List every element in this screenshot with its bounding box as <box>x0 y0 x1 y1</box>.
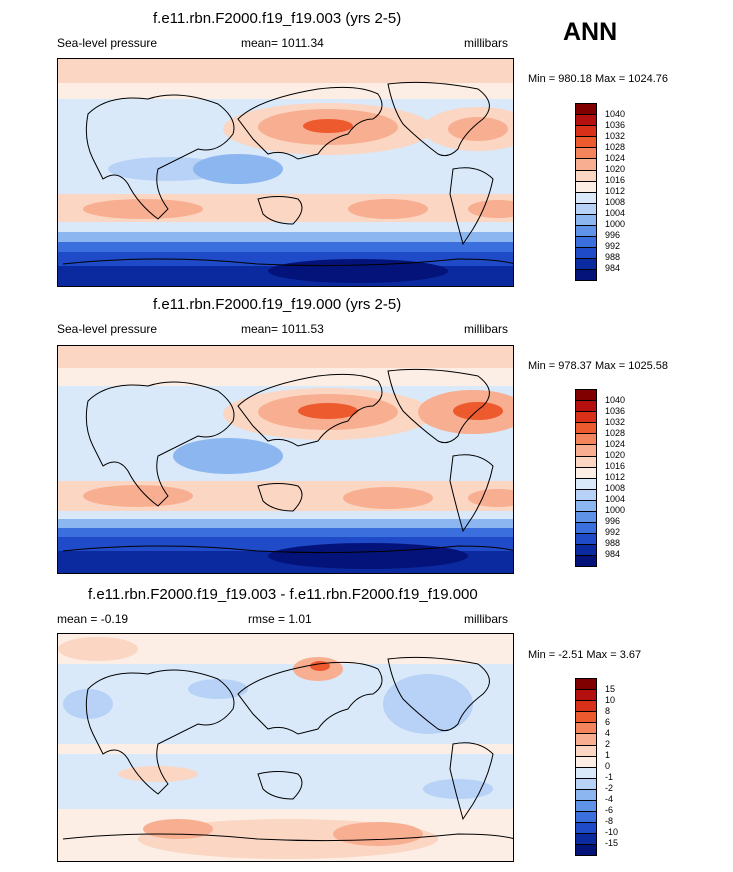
colorbar-label: -2 <box>605 783 614 793</box>
panel-2-colorbar: 1040 1036 1032 1028 1024 1020 1016 1012 … <box>575 389 625 567</box>
panel-3-map <box>57 633 514 862</box>
colorbar-label: 1036 <box>605 406 626 416</box>
colorbar-label: -8 <box>605 816 614 826</box>
colorbar-label: 984 <box>605 263 621 273</box>
panel-1-contour-map <box>58 59 513 286</box>
panel-1-minmax: Min = 980.18 Max = 1024.76 <box>528 73 669 85</box>
colorbar-label: 1000 <box>605 505 626 515</box>
colorbar-label: 1032 <box>605 417 626 427</box>
panel-1-title: f.e11.rbn.F2000.f19_f19.003 (yrs 2-5) <box>153 10 402 27</box>
colorbar-label: 6 <box>605 717 611 727</box>
panel-3-title: f.e11.rbn.F2000.f19_f19.003 - f.e11.rbn.… <box>88 586 478 603</box>
panel-3-minmax: Min = -2.51 Max = 3.67 <box>528 649 642 661</box>
colorbar-label: -10 <box>605 827 619 837</box>
colorbar-label: -15 <box>605 838 619 848</box>
colorbar-label: 8 <box>605 706 611 716</box>
colorbar-label: 1012 <box>605 472 626 482</box>
colorbar-label: 0 <box>605 761 611 771</box>
colorbar-label: 1008 <box>605 483 626 493</box>
panel-3-contour-map <box>58 634 513 861</box>
panel-1-mean-label: mean= 1011.34 <box>241 36 324 50</box>
colorbar-label: 15 <box>605 684 616 694</box>
colorbar-label: 1004 <box>605 208 626 218</box>
panel-2-units-label: millibars <box>464 322 509 336</box>
colorbar-label: 1000 <box>605 219 626 229</box>
colorbar-label: 988 <box>605 252 621 262</box>
panel-1-units-label: millibars <box>464 36 509 50</box>
panel-2-minmax: Min = 978.37 Max = 1025.58 <box>528 360 669 372</box>
season-label: ANN <box>563 18 618 46</box>
colorbar-label: 1036 <box>605 120 626 130</box>
colorbar-label: 984 <box>605 549 621 559</box>
panel-2-mean-label: mean= 1011.53 <box>241 322 324 336</box>
panel-3-rmse-label: rmse = 1.01 <box>248 612 312 626</box>
colorbar-label: 10 <box>605 695 616 705</box>
colorbar-label: 1040 <box>605 109 626 119</box>
panel-1-colorbar: 1040 1036 1032 1028 1024 1020 1016 1012 … <box>575 103 625 281</box>
colorbar-label: -1 <box>605 772 614 782</box>
colorbar-label: 1008 <box>605 197 626 207</box>
colorbar-label: 2 <box>605 739 611 749</box>
colorbar-label: 1024 <box>605 153 626 163</box>
colorbar-label: -6 <box>605 805 614 815</box>
panel-3-units-label: millibars <box>464 612 509 626</box>
panel-1-variable-label: Sea-level pressure <box>57 36 158 50</box>
colorbar-label: 992 <box>605 527 621 537</box>
colorbar-label: -4 <box>605 794 614 804</box>
colorbar-label: 988 <box>605 538 621 548</box>
colorbar-label: 1020 <box>605 450 626 460</box>
colorbar-label: 1040 <box>605 395 626 405</box>
colorbar-label: 1 <box>605 750 611 760</box>
panel-3-mean-label: mean = -0.19 <box>57 612 129 626</box>
panel-3-colorbar: 15 10 8 6 4 2 1 0 -1 -2 -4 -6 -8 -10 -15 <box>575 678 618 856</box>
panel-2-contour-map <box>58 346 513 573</box>
colorbar-label: 1012 <box>605 186 626 196</box>
colorbar-label: 1020 <box>605 164 626 174</box>
colorbar-label: 1016 <box>605 175 626 185</box>
colorbar-label: 1028 <box>605 142 626 152</box>
colorbar-label: 996 <box>605 516 621 526</box>
panel-2-title: f.e11.rbn.F2000.f19_f19.000 (yrs 2-5) <box>153 296 402 313</box>
panel-2-map <box>57 345 514 574</box>
colorbar-label: 1028 <box>605 428 626 438</box>
colorbar-label: 1024 <box>605 439 626 449</box>
colorbar-label: 1004 <box>605 494 626 504</box>
colorbar-label: 4 <box>605 728 611 738</box>
panel-2-variable-label: Sea-level pressure <box>57 322 158 336</box>
panel-1-map <box>57 58 514 287</box>
colorbar-label: 1016 <box>605 461 626 471</box>
colorbar-label: 992 <box>605 241 621 251</box>
colorbar-label: 1032 <box>605 131 626 141</box>
colorbar-label: 996 <box>605 230 621 240</box>
